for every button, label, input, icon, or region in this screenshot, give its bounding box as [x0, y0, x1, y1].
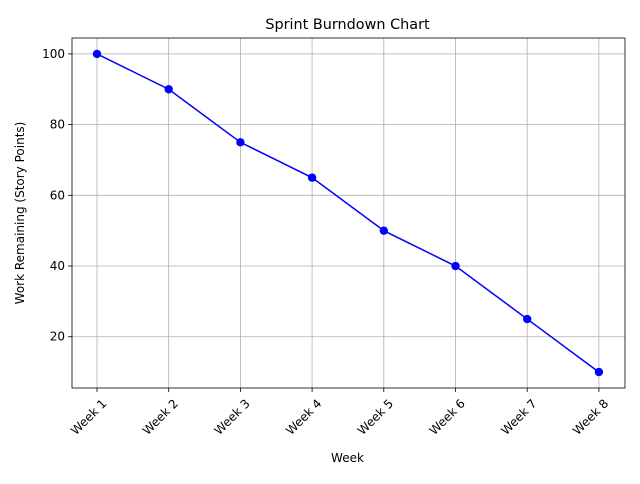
data-point — [451, 261, 460, 271]
data-point — [594, 367, 604, 377]
labels-layer: Sprint Burndown Chart Week Work Remainin… — [13, 17, 430, 465]
grid-layer — [72, 38, 625, 388]
data-point — [307, 173, 317, 182]
data-point — [379, 226, 388, 235]
data-point — [92, 49, 102, 59]
y-tick-label: 40 — [50, 259, 65, 273]
y-tick-label: 60 — [50, 188, 65, 202]
y-axis-label: Work Remaining (Story Points) — [13, 122, 27, 305]
data-point — [164, 85, 173, 94]
y-tick-label: 100 — [42, 47, 65, 61]
series-layer — [92, 49, 604, 377]
y-tick-label: 80 — [50, 118, 65, 132]
y-tick-label: 20 — [50, 330, 65, 344]
series-line — [96, 53, 600, 373]
chart-title: Sprint Burndown Chart — [265, 17, 430, 33]
plot-frame — [71, 37, 626, 389]
x-axis-label: Week — [331, 451, 364, 465]
data-point — [523, 314, 532, 324]
data-point — [236, 138, 245, 147]
